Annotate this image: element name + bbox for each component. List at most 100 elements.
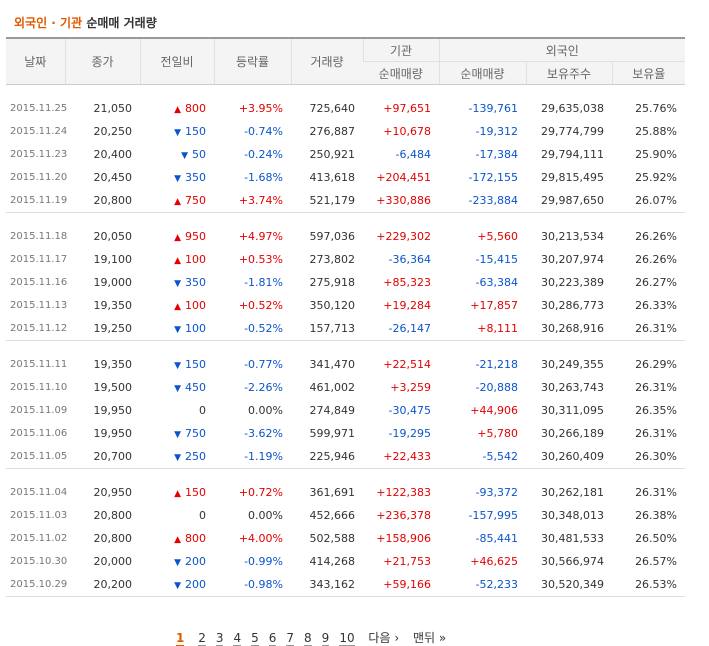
cell-foreign-net: -139,761 (468, 102, 518, 115)
cell-close: 20,800 (93, 532, 133, 545)
cell-volume: 225,946 (309, 450, 356, 463)
cell-holdings: 30,260,409 (541, 450, 604, 463)
change-value: 150 (185, 358, 206, 371)
table-row: 2015.11.03 20,800 0 0.00% 452,666 +236,378 -15… (6, 504, 685, 527)
cell-ratio: 26.07% (635, 194, 678, 207)
cell-ratio: 26.57% (635, 555, 678, 568)
cell-change: 0 (140, 399, 214, 422)
cell-change: ▼ 50 (140, 143, 214, 166)
cell-volume: 350,120 (309, 299, 356, 312)
cell-close: 19,250 (93, 322, 133, 335)
pagination: 1 2 3 4 5 6 7 8 9 10 다음 › 맨뒤 » (176, 629, 456, 646)
cell-close: 20,700 (93, 450, 133, 463)
cell-volume: 521,179 (309, 194, 356, 207)
change-value: 800 (185, 102, 206, 115)
cell-close: 20,450 (93, 171, 133, 184)
cell-rate: +3.74% (238, 194, 283, 207)
cell-close: 19,950 (93, 404, 133, 417)
cell-date: 2015.11.10 (10, 382, 68, 393)
cell-foreign-net: -63,384 (475, 276, 518, 289)
cell-holdings: 29,987,650 (541, 194, 604, 207)
cell-holdings: 30,207,974 (541, 253, 604, 266)
cell-holdings: 30,262,181 (541, 486, 604, 499)
cell-foreign-net: -233,884 (468, 194, 518, 207)
cell-change: ▼ 150 (140, 353, 214, 376)
page-link[interactable]: 4 (233, 631, 242, 646)
cell-institution-net: +204,451 (376, 171, 431, 184)
page-link[interactable]: 9 (321, 631, 330, 646)
table-row: 2015.11.13 19,350 ▲ 100 +0.52% 350,120 +19,284… (6, 294, 685, 317)
table-row: 2015.11.05 20,700 ▼ 250 -1.19% 225,946 +22,433… (6, 445, 685, 469)
cell-foreign-net: -93,372 (475, 486, 518, 499)
table-row: 2015.11.12 19,250 ▼ 100 -0.52% 157,713 -26,147… (6, 317, 685, 341)
change-value: 200 (185, 555, 206, 568)
cell-foreign-net: +17,857 (470, 299, 518, 312)
cell-rate: -3.62% (244, 427, 283, 440)
page-link[interactable]: 7 (286, 631, 295, 646)
cell-ratio: 26.50% (635, 532, 678, 545)
up-triangle-icon: ▲ (174, 256, 181, 266)
page-last-link[interactable]: 맨뒤 » (412, 631, 447, 645)
cell-institution-net: -19,295 (388, 427, 431, 440)
cell-ratio: 25.92% (635, 171, 678, 184)
cell-close: 19,000 (93, 276, 133, 289)
cell-rate: -1.68% (244, 171, 283, 184)
cell-institution-net: -30,475 (388, 404, 431, 417)
cell-volume: 502,588 (309, 532, 356, 545)
cell-holdings: 30,268,916 (541, 322, 604, 335)
cell-change: ▲ 150 (140, 481, 214, 504)
cell-holdings: 30,311,095 (541, 404, 604, 417)
page-next-link[interactable]: 다음 › (368, 631, 400, 645)
cell-institution-net: +21,753 (383, 555, 431, 568)
cell-foreign-net: -17,384 (475, 148, 518, 161)
page-link[interactable]: 10 (339, 631, 355, 646)
cell-change: ▼ 350 (140, 271, 214, 294)
up-triangle-icon: ▲ (174, 197, 181, 207)
page-link[interactable]: 2 (198, 631, 206, 646)
page-link[interactable]: 3 (215, 631, 224, 646)
page-link[interactable]: 5 (251, 631, 259, 646)
cell-institution-net: +236,378 (376, 509, 431, 522)
cell-change: ▼ 100 (140, 317, 214, 341)
cell-institution-net: +97,651 (383, 102, 431, 115)
cell-holdings: 30,348,013 (541, 509, 604, 522)
page-links: 2 3 4 5 6 7 8 9 10 (198, 631, 364, 646)
cell-ratio: 26.38% (635, 509, 678, 522)
page-link[interactable]: 8 (304, 631, 312, 646)
cell-volume: 461,002 (309, 381, 356, 394)
cell-foreign-net: -21,218 (475, 358, 518, 371)
cell-close: 19,350 (93, 299, 133, 312)
cell-close: 19,500 (93, 381, 133, 394)
cell-institution-net: -6,484 (395, 148, 431, 161)
table-row: 2015.11.06 19,950 ▼ 750 -3.62% 599,971 -19,295… (6, 422, 685, 445)
cell-volume: 273,802 (309, 253, 356, 266)
cell-date: 2015.11.20 (10, 172, 68, 183)
cell-foreign-net: -157,995 (468, 509, 518, 522)
header-ratio: 보유율 (611, 61, 686, 85)
cell-ratio: 25.90% (635, 148, 678, 161)
change-value: 200 (185, 578, 206, 591)
cell-holdings: 30,213,534 (541, 230, 604, 243)
cell-ratio: 26.53% (635, 578, 678, 591)
cell-date: 2015.11.24 (10, 126, 68, 137)
cell-volume: 343,162 (309, 578, 356, 591)
cell-holdings: 29,774,799 (541, 125, 604, 138)
cell-rate: -0.77% (244, 358, 283, 371)
header-close: 종가 (64, 37, 140, 85)
cell-date: 2015.11.03 (10, 510, 68, 521)
table-row: 2015.11.09 19,950 0 0.00% 274,849 -30,475 +44,… (6, 399, 685, 422)
cell-volume: 599,971 (309, 427, 356, 440)
cell-volume: 414,268 (309, 555, 356, 568)
header-foreign-group: 외국인 (438, 37, 686, 62)
page-link[interactable]: 6 (268, 631, 277, 646)
page-current[interactable]: 1 (176, 631, 185, 646)
table-row: 2015.11.10 19,500 ▼ 450 -2.26% 461,002 +3,259 -… (6, 376, 685, 399)
cell-change: ▲ 800 (140, 97, 214, 120)
cell-holdings: 30,249,355 (541, 358, 604, 371)
cell-volume: 725,640 (309, 102, 356, 115)
cell-date: 2015.11.06 (10, 428, 68, 439)
cell-date: 2015.11.11 (10, 359, 68, 370)
change-value: 800 (185, 532, 206, 545)
cell-close: 20,250 (93, 125, 133, 138)
up-triangle-icon: ▲ (174, 489, 181, 499)
